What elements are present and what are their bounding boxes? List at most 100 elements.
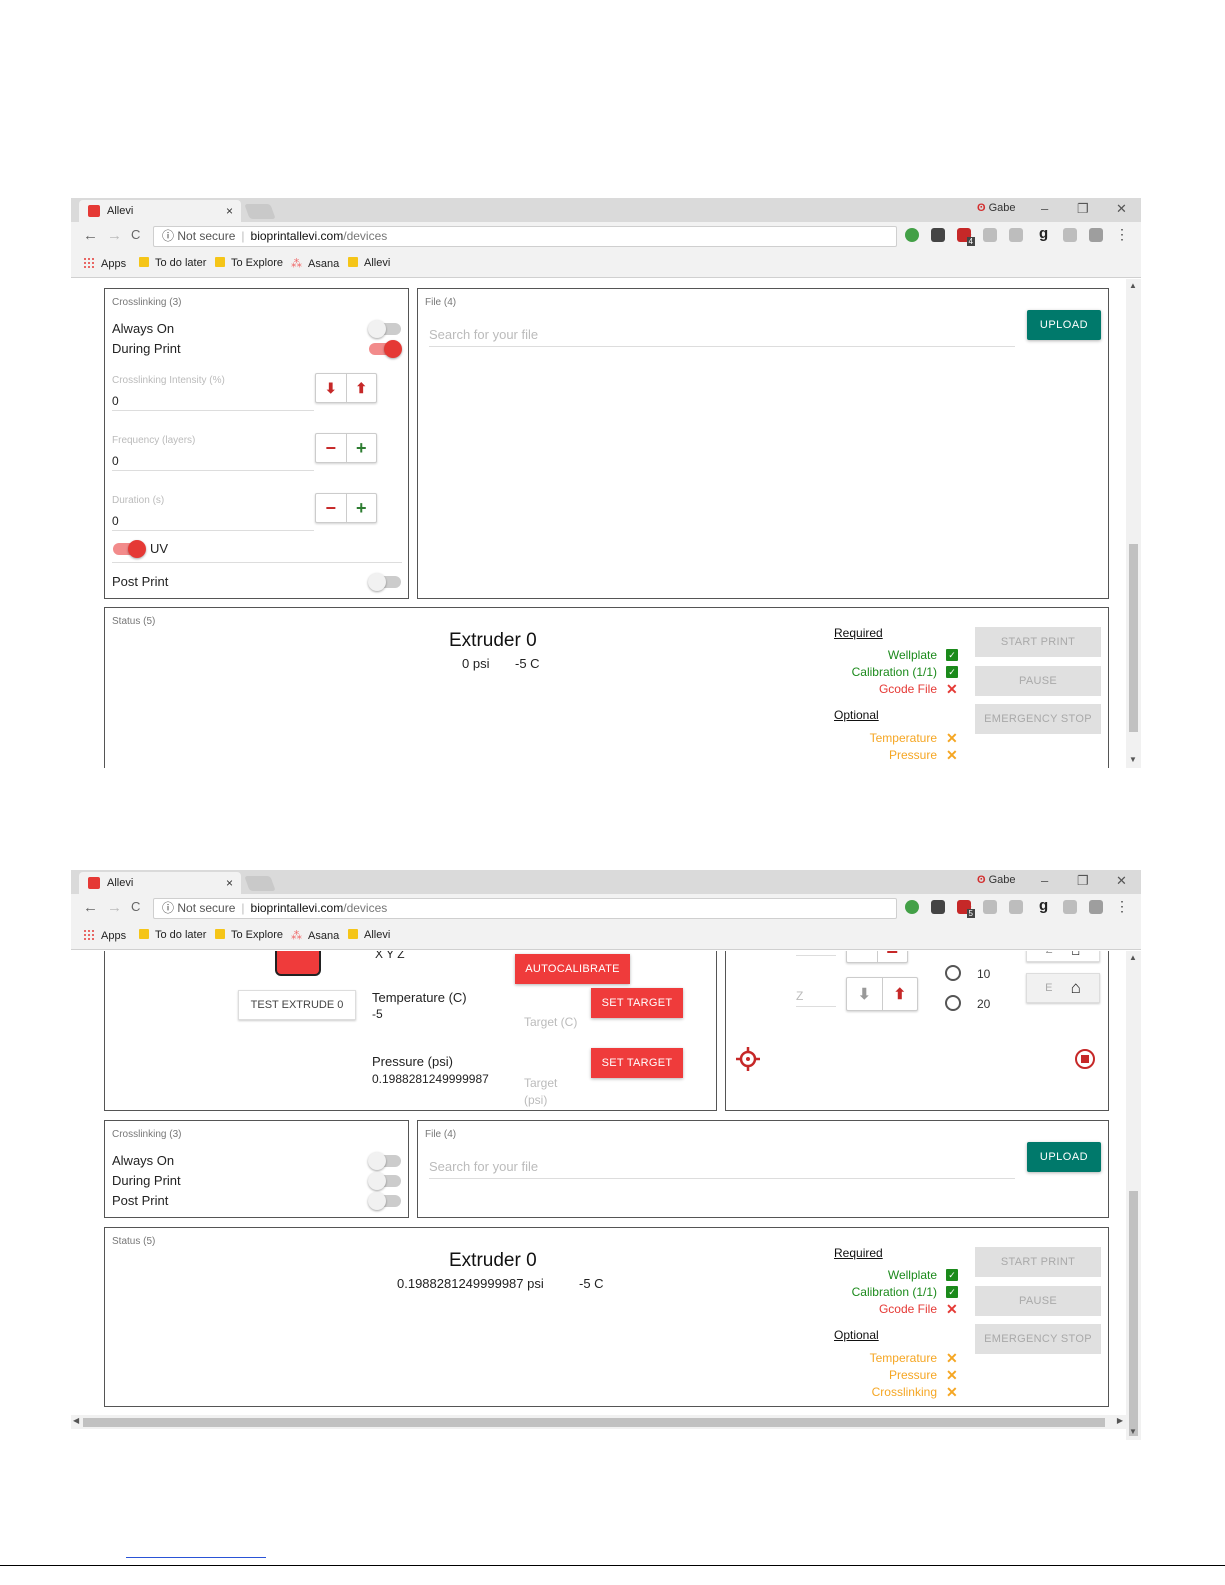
bookmark-apps[interactable]: Apps — [83, 257, 126, 270]
bookmark-allevi[interactable]: Allevi — [348, 929, 390, 941]
pocket-icon[interactable] — [931, 228, 945, 242]
upload-button[interactable]: UPLOAD — [1027, 1142, 1101, 1172]
test-extrude-button[interactable]: TEST EXTRUDE 0 — [238, 990, 356, 1020]
new-tab-button[interactable] — [244, 876, 276, 891]
home-e-button[interactable]: E ⌂ — [1026, 973, 1100, 1003]
extension-grid-icon[interactable] — [1089, 228, 1103, 242]
duration-input[interactable]: 0 — [112, 514, 119, 528]
z-down-icon[interactable]: ⬇ — [857, 986, 871, 1003]
window-close-icon[interactable]: ✕ — [1116, 201, 1127, 216]
address-bar[interactable]: ⓘ Not secure | bioprintallevi.com/devices … — [153, 226, 973, 247]
bookmark-to-explore[interactable]: To Explore — [215, 257, 283, 269]
during-print-toggle[interactable] — [368, 1172, 401, 1190]
scroll-thumb[interactable] — [1129, 544, 1138, 732]
start-print-button[interactable]: START PRINT — [975, 1247, 1101, 1277]
vertical-scrollbar[interactable]: ▲ ▼ — [1126, 951, 1141, 1440]
start-print-button[interactable]: START PRINT — [975, 627, 1101, 657]
tab-allevi[interactable]: Allevi × — [79, 872, 241, 894]
autocalibrate-button[interactable]: AUTOCALIBRATE — [515, 954, 630, 984]
forward-icon[interactable]: → — [107, 227, 122, 244]
z-input[interactable]: Z — [796, 989, 804, 1003]
bookmark-asana[interactable]: ⁂ Asana — [291, 930, 340, 942]
extension-green-icon[interactable] — [905, 228, 919, 242]
emergency-stop-button[interactable]: EMERGENCY STOP — [975, 704, 1101, 734]
minimize-icon[interactable]: – — [1041, 873, 1049, 888]
emergency-stop-button[interactable]: EMERGENCY STOP — [975, 1324, 1101, 1354]
target-pressure-input[interactable]: Target (psi) — [524, 1076, 558, 1107]
address-bar[interactable]: ⓘ Not secure | bioprintallevi.com/devices … — [153, 898, 973, 919]
bookmark-allevi[interactable]: Allevi — [348, 257, 390, 269]
tab-close-icon[interactable]: × — [225, 876, 233, 890]
extension-g-icon[interactable]: g — [1039, 897, 1049, 914]
browser-menu-icon[interactable]: ⋮ — [1115, 226, 1129, 242]
tab-allevi[interactable]: Allevi × — [79, 200, 241, 222]
back-icon[interactable]: ← — [83, 227, 98, 244]
bookmark-to-do-later[interactable]: To do later — [139, 929, 206, 941]
browser-menu-icon[interactable]: ⋮ — [1115, 898, 1129, 914]
bookmark-apps[interactable]: Apps — [83, 929, 126, 942]
horizontal-scrollbar[interactable]: ◀ ▶ — [71, 1415, 1126, 1429]
minus-icon[interactable]: − — [325, 437, 336, 458]
extension-badge-icon[interactable]: 5 — [957, 900, 975, 918]
folder-icon — [348, 929, 358, 939]
scroll-thumb[interactable] — [1129, 1191, 1138, 1436]
profile-badge[interactable]: ʘ Gabe — [977, 202, 1016, 214]
bookmark-to-do-later[interactable]: To do later — [139, 257, 206, 269]
status-title: Status (5) — [112, 616, 156, 627]
extension-grid-icon[interactable] — [1089, 900, 1103, 914]
extension-badge-icon[interactable]: 4 — [957, 228, 975, 246]
tab-close-icon[interactable]: × — [225, 204, 233, 218]
reload-icon[interactable]: C — [131, 227, 141, 242]
back-icon[interactable]: ← — [83, 899, 98, 916]
intensity-input[interactable]: 0 — [112, 394, 119, 408]
extension-gray-icon[interactable] — [983, 228, 997, 242]
plus-icon[interactable]: + — [345, 434, 377, 462]
extension-green-icon[interactable] — [905, 900, 919, 914]
post-print-toggle[interactable] — [368, 1192, 401, 1210]
forward-icon[interactable]: → — [107, 899, 122, 916]
during-print-toggle[interactable] — [369, 340, 402, 358]
restore-icon[interactable]: ❐ — [1077, 201, 1089, 216]
restore-icon[interactable]: ❐ — [1077, 873, 1089, 888]
extension-lock-icon[interactable] — [1009, 900, 1023, 914]
extension-gray-icon[interactable] — [983, 900, 997, 914]
upload-button[interactable]: UPLOAD — [1027, 310, 1101, 340]
new-tab-button[interactable] — [244, 204, 276, 219]
frequency-input[interactable]: 0 — [112, 454, 119, 468]
file-search-input[interactable]: Search for your file — [429, 1159, 539, 1174]
extension-percent-icon[interactable] — [1063, 228, 1077, 242]
z-up-icon[interactable]: ⬆ — [881, 978, 918, 1010]
post-print-toggle[interactable] — [368, 573, 401, 591]
pause-button[interactable]: PAUSE — [975, 1286, 1101, 1316]
uv-toggle[interactable] — [113, 540, 146, 558]
set-pressure-target-button[interactable]: SET TARGET — [591, 1048, 683, 1078]
always-on-toggle[interactable] — [368, 1152, 401, 1170]
window-close-icon[interactable]: ✕ — [1116, 873, 1127, 888]
home-z-button[interactable]: Z⌂ — [1026, 951, 1100, 962]
footnote-link-underline[interactable] — [126, 1557, 266, 1558]
stop-icon[interactable] — [1074, 1048, 1096, 1070]
extension-g-icon[interactable]: g — [1039, 225, 1049, 242]
vertical-scrollbar[interactable]: ▲ ▼ — [1126, 279, 1141, 768]
target-temperature-input[interactable]: Target (C) — [524, 1015, 578, 1029]
bookmark-asana[interactable]: ⁂ Asana — [291, 258, 340, 270]
arrow-up-icon[interactable]: ⬆ — [345, 374, 377, 402]
bookmark-to-explore[interactable]: To Explore — [215, 929, 283, 941]
crosshair-target-icon[interactable] — [736, 1047, 760, 1071]
reload-icon[interactable]: C — [131, 899, 141, 914]
arrow-down-icon[interactable]: ⬇ — [324, 379, 337, 396]
radio-20[interactable] — [945, 995, 961, 1011]
minus-icon[interactable]: − — [325, 497, 336, 518]
extension-lock-icon[interactable] — [1009, 228, 1023, 242]
horizontal-scroll-thumb[interactable] — [83, 1418, 1105, 1427]
always-on-toggle[interactable] — [368, 320, 401, 338]
plus-icon[interactable]: + — [345, 494, 377, 522]
extension-percent-icon[interactable] — [1063, 900, 1077, 914]
set-temperature-target-button[interactable]: SET TARGET — [591, 988, 683, 1018]
profile-badge[interactable]: ʘ Gabe — [977, 874, 1016, 886]
minimize-icon[interactable]: – — [1041, 201, 1049, 216]
pause-button[interactable]: PAUSE — [975, 666, 1101, 696]
radio-10[interactable] — [945, 965, 961, 981]
pocket-icon[interactable] — [931, 900, 945, 914]
file-search-input[interactable]: Search for your file — [429, 327, 539, 342]
